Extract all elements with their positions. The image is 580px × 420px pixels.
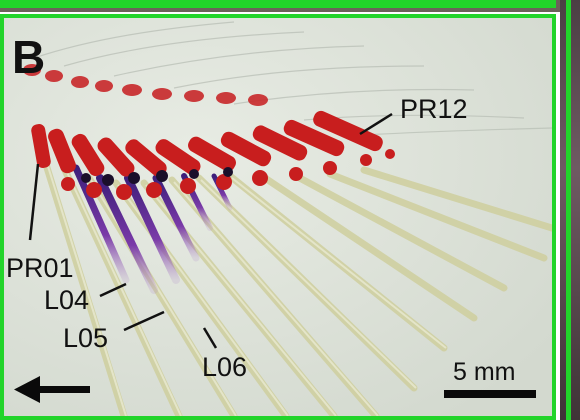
adjacent-panel-top — [0, 0, 580, 12]
label-l04: L04 — [44, 285, 90, 315]
label-l05: L05 — [63, 323, 109, 353]
proximal-radials — [31, 110, 383, 177]
panel-b: B PR12 PR01 L04 L05 L06 5 mm — [0, 14, 556, 420]
distal-radial-nodules — [61, 149, 395, 200]
label-pr01: PR01 — [6, 253, 74, 283]
adjacent-panel-right — [560, 0, 580, 420]
label-l06: L06 — [202, 352, 248, 382]
l05-pointer — [123, 310, 165, 332]
left-arrow-icon — [14, 376, 90, 403]
pr01-pointer — [28, 163, 40, 241]
label-pr12: PR12 — [400, 94, 468, 124]
annotation-lines — [28, 112, 393, 349]
l06-pointer — [202, 327, 218, 349]
adjacent-panel-frame-right — [566, 0, 571, 420]
purple-stained-rays — [72, 164, 233, 294]
pr12-pointer — [359, 112, 393, 136]
dark-ray-bases — [81, 167, 233, 186]
l04-pointer — [99, 282, 127, 298]
scale-bar-label: 5 mm — [453, 358, 516, 386]
fin-membrane-rays — [33, 21, 552, 137]
distal-radial-fragments — [23, 64, 268, 106]
panel-letter: B — [12, 31, 46, 83]
adjacent-panel-frame — [0, 0, 556, 8]
fin-photo — [4, 18, 552, 416]
scale-bar — [444, 390, 536, 398]
